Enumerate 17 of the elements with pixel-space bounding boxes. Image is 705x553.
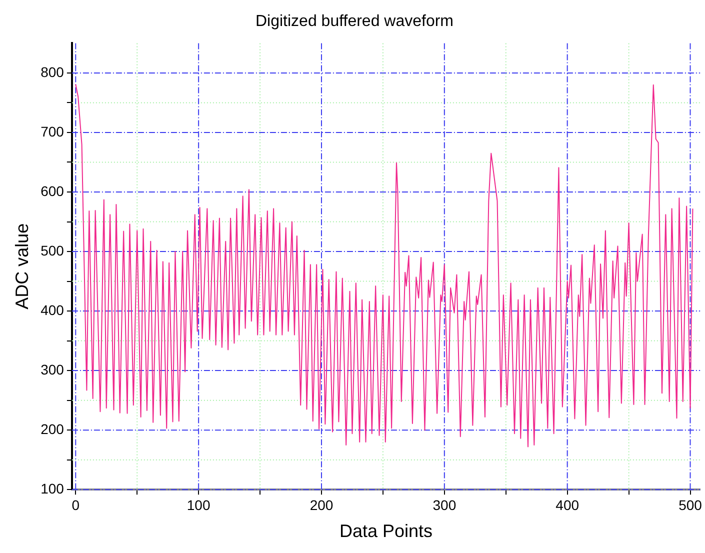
- y-tick-label: 200: [40, 420, 64, 437]
- x-tick-label: 200: [310, 496, 334, 513]
- x-tick-label: 400: [556, 496, 580, 513]
- y-tick-label: 800: [40, 64, 64, 80]
- x-tick-label: 300: [432, 496, 456, 513]
- x-tick-label: 100: [186, 496, 210, 513]
- y-axis-title: ADC value: [12, 223, 32, 310]
- x-tick-label: 0: [72, 496, 80, 513]
- y-tick-label: 300: [40, 361, 64, 378]
- y-tick-label: 700: [40, 123, 64, 140]
- x-axis-title: Data Points: [339, 521, 433, 542]
- y-tick-label: 600: [40, 182, 64, 199]
- chart-title: Digitized buffered waveform: [255, 13, 454, 30]
- y-tick-label: 400: [40, 302, 64, 318]
- y-tick-label: 500: [40, 242, 64, 258]
- x-tick-label: 500: [678, 496, 702, 513]
- y-tick-label: 100: [40, 480, 64, 496]
